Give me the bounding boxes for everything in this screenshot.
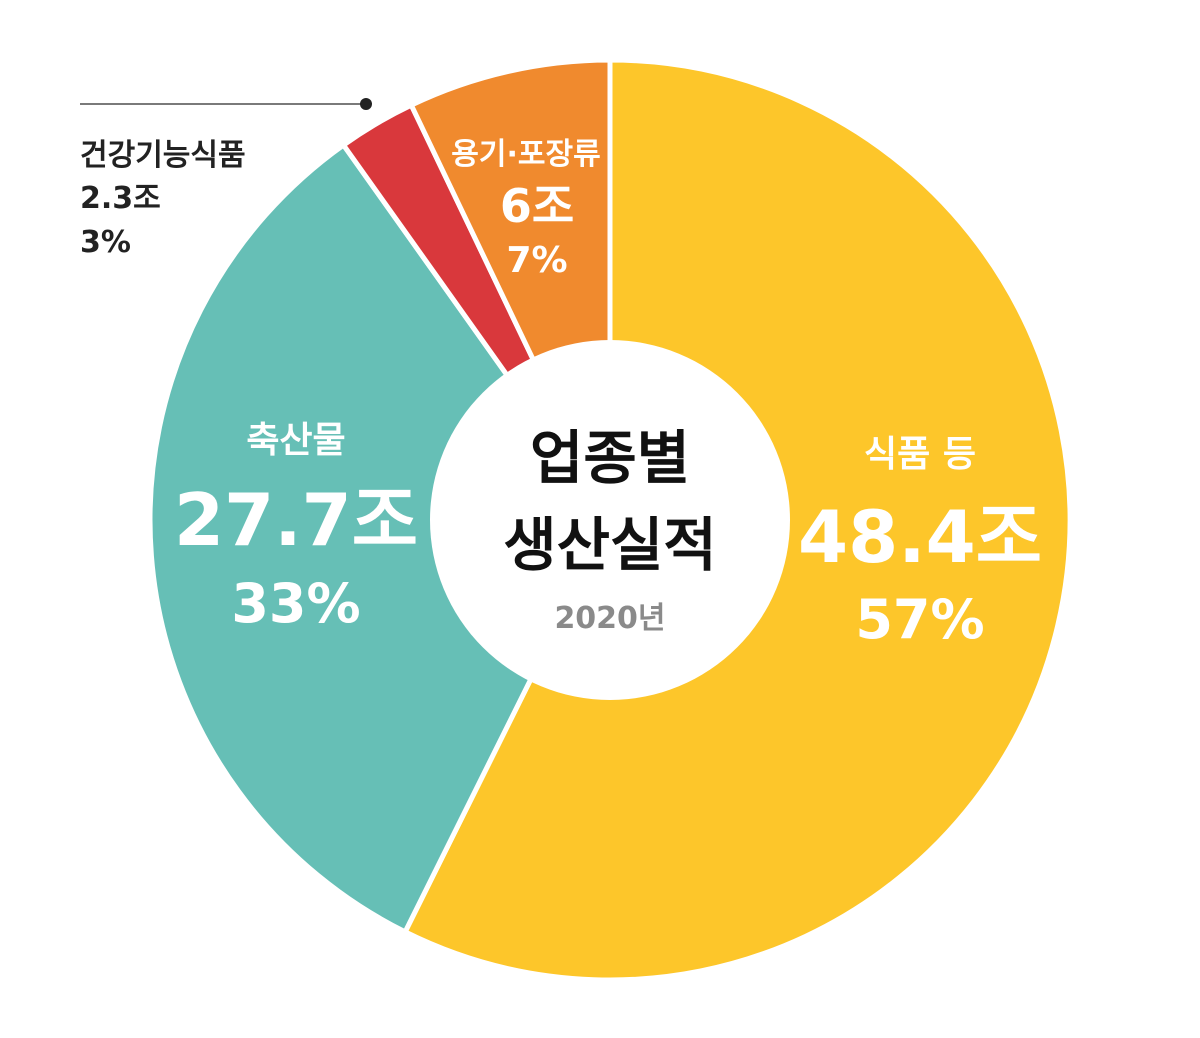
slice-label-percent-2: 3% <box>80 225 131 260</box>
slice-label-amount-1: 27.7조 <box>174 478 418 562</box>
center-subtitle: 2020년 <box>554 601 665 636</box>
slice-label-name-3: 용기·포장류 <box>451 137 600 172</box>
slice-1 <box>147 142 613 935</box>
slice-label-amount-2: 2.3조 <box>80 181 161 216</box>
slice-label-name-1: 축산물 <box>246 420 345 461</box>
center-title-line1: 업종별 <box>530 424 690 492</box>
slice-label-amount-0: 48.4조 <box>798 495 1042 579</box>
slice-label-amount-3: 6조 <box>500 179 574 233</box>
center-title-line2: 생산실적 <box>503 511 716 579</box>
slice-label-percent-1: 33% <box>231 572 360 635</box>
donut-hole <box>430 340 790 700</box>
leader-dot <box>360 98 372 110</box>
slice-label-name-2: 건강기능식품 <box>80 138 246 173</box>
slice-label-percent-3: 7% <box>506 240 567 281</box>
slice-label-percent-0: 57% <box>855 588 984 651</box>
slice-label-name-0: 식품 등 <box>864 434 976 475</box>
